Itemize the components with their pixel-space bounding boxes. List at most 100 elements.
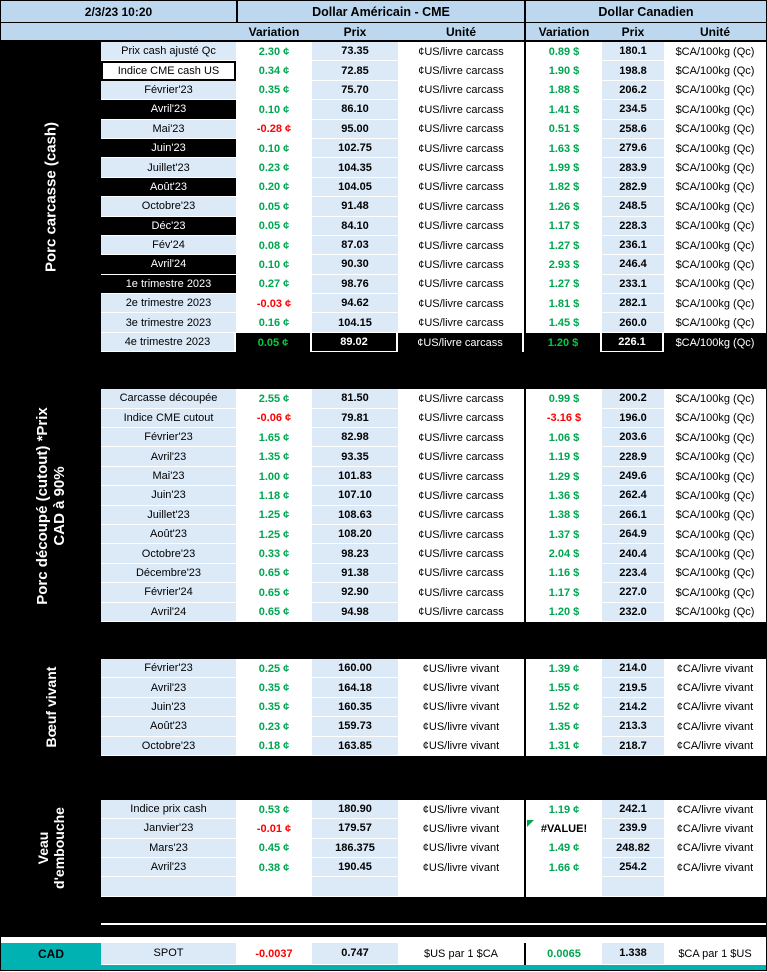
us-prix-cell[interactable]: 186.375 — [312, 838, 398, 859]
us-prix-cell[interactable]: 180.90 — [312, 799, 398, 820]
us-variation-cell[interactable]: 0.35 ¢ — [258, 701, 290, 714]
ca-unite-cell[interactable]: $CA/100kg (Qc) — [675, 220, 755, 233]
us-variation-cell[interactable]: 0.25 ¢ — [258, 662, 290, 675]
us-variation-cell[interactable]: 0.08 ¢ — [258, 239, 290, 252]
ca-variation-cell[interactable]: 1.39 ¢ — [524, 658, 602, 679]
us-variation-cell[interactable]: 0.33 ¢ — [258, 548, 290, 561]
ca-prix-cell[interactable]: 246.4 — [602, 255, 664, 275]
us-variation-cell[interactable]: 1.18 ¢ — [258, 489, 290, 502]
us-variation-cell[interactable]: 0.10 ¢ — [258, 142, 290, 155]
cad-label-cell[interactable]: CAD — [1, 942, 101, 965]
us-unite-cell[interactable]: ¢US/livre vivant — [422, 662, 500, 675]
us-unite-cell[interactable]: ¢US/livre vivant — [422, 682, 500, 695]
row-label-cell[interactable]: Février'24 — [101, 583, 236, 603]
column-header-unite-ca[interactable]: Unité — [700, 24, 730, 39]
row-label-cell[interactable]: 1e trimestre 2023 — [101, 274, 236, 295]
ca-unite-cell[interactable]: $CA/100kg (Qc) — [675, 451, 755, 464]
us-variation-cell[interactable]: 0.65 ¢ — [258, 586, 290, 599]
ca-variation-cell[interactable]: 0.51 $ — [524, 119, 602, 139]
ca-unite-cell[interactable]: $CA/100kg (Qc) — [675, 431, 755, 444]
ca-unite-cell[interactable]: ¢CA/livre vivant — [676, 861, 754, 874]
us-unite-cell[interactable]: ¢US/livre carcass — [418, 84, 504, 97]
us-variation-cell[interactable]: 0.38 ¢ — [258, 861, 290, 874]
ca-unite-cell[interactable]: $CA/100kg (Qc) — [675, 45, 755, 58]
us-prix-cell[interactable]: 87.03 — [312, 235, 398, 256]
ca-prix-cell[interactable]: 180.1 — [602, 42, 664, 62]
ca-variation-cell[interactable]: 1.20 $ — [524, 332, 602, 353]
row-label-cell[interactable]: Avril'24 — [101, 255, 236, 275]
ca-prix-cell[interactable]: 203.6 — [602, 428, 664, 448]
us-unite-cell[interactable]: ¢US/livre carcass — [418, 220, 504, 233]
us-dollar-title[interactable]: Dollar Américain - CME — [236, 1, 524, 22]
ca-prix-cell[interactable]: 239.9 — [602, 819, 664, 839]
us-unite-cell[interactable]: ¢US/livre carcass — [418, 200, 504, 213]
row-label-cell[interactable]: Octobre'23 — [101, 736, 236, 756]
us-variation-cell[interactable]: -0.28 ¢ — [256, 123, 292, 136]
us-prix-cell[interactable]: 104.15 — [312, 313, 398, 333]
ca-prix-cell[interactable]: 283.9 — [602, 158, 664, 178]
row-label-cell[interactable]: Juin'23 — [101, 138, 236, 159]
us-unite-cell[interactable]: ¢US/livre carcass — [418, 489, 504, 502]
row-label-cell[interactable]: Avril'23 — [101, 858, 236, 878]
us-unite-cell[interactable]: ¢US/livre carcass — [418, 278, 504, 291]
ca-variation-cell[interactable]: 1.17 $ — [524, 216, 602, 236]
row-label-cell[interactable]: Octobre'23 — [101, 197, 236, 217]
ca-prix-cell[interactable]: 196.0 — [602, 408, 664, 429]
row-label-cell[interactable] — [101, 877, 236, 897]
ca-variation-cell[interactable]: 1.19 ¢ — [524, 799, 602, 820]
row-label-cell[interactable]: Février'23 — [101, 80, 236, 101]
ca-unite-cell[interactable]: $CA/100kg (Qc) — [664, 332, 766, 353]
ca-prix-cell[interactable]: 254.2 — [602, 858, 664, 878]
ca-unite-cell[interactable]: $CA/100kg (Qc) — [675, 489, 755, 502]
row-label-cell[interactable]: Avril'23 — [101, 100, 236, 120]
ca-prix-cell[interactable]: 264.9 — [602, 524, 664, 545]
us-unite-cell[interactable]: ¢US/livre carcass — [418, 45, 504, 58]
us-unite-cell[interactable]: ¢US/livre carcass — [418, 606, 504, 619]
us-unite-cell[interactable]: ¢US/livre carcass — [418, 451, 504, 464]
ca-prix-cell[interactable]: 198.8 — [602, 61, 664, 81]
row-label-cell[interactable]: Février'23 — [101, 658, 236, 679]
ca-unite-cell[interactable]: $CA/100kg (Qc) — [675, 567, 755, 580]
us-unite-cell[interactable]: ¢US/livre carcass — [418, 470, 504, 483]
ca-variation-cell[interactable]: 1.17 $ — [524, 583, 602, 603]
us-prix-cell[interactable]: 159.73 — [312, 717, 398, 737]
us-unite-cell[interactable]: ¢US/livre carcass — [418, 431, 504, 444]
us-prix-cell[interactable]: 94.62 — [312, 294, 398, 314]
ca-prix-cell[interactable]: 226.1 — [602, 332, 664, 353]
ca-prix-cell[interactable]: 258.6 — [602, 119, 664, 139]
ca-unite-cell[interactable]: $CA/100kg (Qc) — [675, 181, 755, 194]
row-label-cell[interactable]: Juin'23 — [101, 486, 236, 506]
column-header-variation-us[interactable]: Variation — [248, 24, 300, 39]
us-unite-cell[interactable]: ¢US/livre carcass — [418, 103, 504, 116]
us-unite-cell[interactable] — [398, 877, 524, 896]
us-unite-cell[interactable]: ¢US/livre vivant — [422, 720, 500, 733]
ca-prix-cell[interactable]: 219.5 — [602, 678, 664, 698]
ca-variation-cell[interactable]: 0.99 $ — [524, 389, 602, 409]
ca-variation-cell[interactable]: 0.89 $ — [524, 42, 602, 62]
ca-unite-cell[interactable]: $CA/100kg (Qc) — [675, 162, 755, 175]
ca-unite-cell[interactable]: $CA/100kg (Qc) — [675, 84, 755, 97]
us-unite-cell[interactable]: ¢US/livre vivant — [422, 803, 500, 816]
ca-unite-cell[interactable]: ¢CA/livre vivant — [676, 682, 754, 695]
us-variation-cell[interactable]: 0.16 ¢ — [258, 317, 290, 330]
us-prix-cell[interactable]: 160.00 — [312, 658, 398, 679]
us-variation-cell[interactable]: 1.25 ¢ — [258, 509, 290, 522]
us-variation-cell[interactable]: 0.65 ¢ — [258, 567, 290, 580]
us-prix-cell[interactable]: 92.90 — [312, 583, 398, 603]
us-prix-cell[interactable]: 107.10 — [312, 486, 398, 506]
us-prix-cell[interactable]: 0.747 — [312, 942, 398, 965]
us-prix-cell[interactable]: 79.81 — [312, 408, 398, 429]
ca-unite-cell[interactable]: $CA/100kg (Qc) — [675, 239, 755, 252]
us-unite-cell[interactable]: ¢US/livre carcass — [418, 162, 504, 175]
row-label-cell[interactable]: Indice CME cash US — [101, 61, 236, 81]
us-unite-cell[interactable]: ¢US/livre vivant — [422, 822, 500, 835]
us-prix-cell[interactable]: 91.48 — [312, 197, 398, 217]
ca-variation-cell[interactable]: 1.29 $ — [524, 466, 602, 487]
us-prix-cell[interactable]: 164.18 — [312, 678, 398, 698]
ca-variation-cell[interactable]: 1.31 ¢ — [524, 736, 602, 756]
us-unite-cell[interactable]: ¢US/livre carcass — [418, 239, 504, 252]
us-variation-cell[interactable]: 0.23 ¢ — [258, 162, 290, 175]
row-label-cell[interactable]: Août'23 — [101, 524, 236, 545]
row-label-cell[interactable]: Indice prix cash — [101, 799, 236, 820]
ca-unite-cell[interactable]: $CA/100kg (Qc) — [675, 103, 755, 116]
